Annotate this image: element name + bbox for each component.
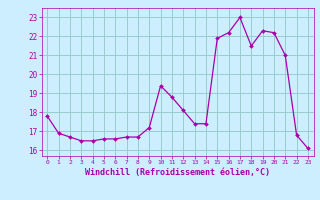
X-axis label: Windchill (Refroidissement éolien,°C): Windchill (Refroidissement éolien,°C) bbox=[85, 168, 270, 177]
